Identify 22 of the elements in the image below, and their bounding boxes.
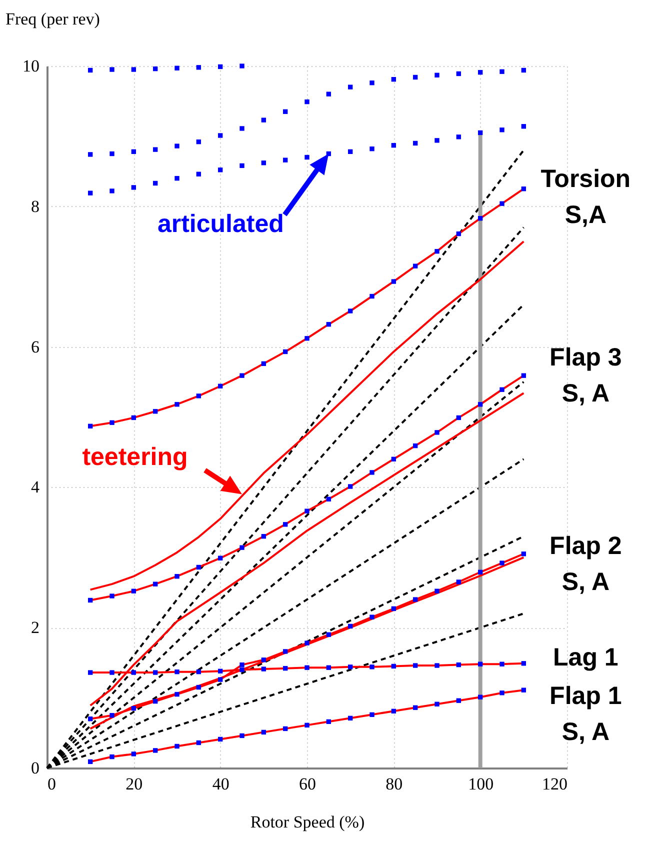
x-tick-label: 20 [126, 774, 143, 794]
y-tick-label: 6 [31, 337, 40, 356]
y-axis-title: Freq (per rev) [6, 10, 100, 28]
x-tick-label: 40 [212, 774, 230, 794]
y-tick-label: 8 [31, 196, 40, 216]
annotation: Flap 3 S, A [550, 344, 622, 408]
x-tick-label: 100 [468, 774, 494, 794]
x-tick-label: 0 [48, 774, 56, 794]
annotation: Torsion S,A [540, 164, 631, 229]
x-tick-label: 80 [386, 774, 403, 794]
annotation: Flap 1 S, A [550, 682, 622, 746]
y-tick-label: 2 [31, 618, 40, 638]
x-tick-label: 120 [542, 774, 568, 794]
annotation: teetering [82, 443, 188, 472]
y-tick-label: 0 [31, 758, 40, 778]
annotation: Lag 1 [553, 643, 618, 672]
x-tick-label: 60 [299, 774, 316, 794]
y-tick-label: 4 [31, 478, 40, 497]
annotation: Flap 2 S, A [550, 532, 622, 596]
x-axis-title: Rotor Speed (%) [250, 812, 365, 832]
annotation: articulated [157, 210, 284, 238]
y-tick-label: 10 [22, 56, 40, 76]
